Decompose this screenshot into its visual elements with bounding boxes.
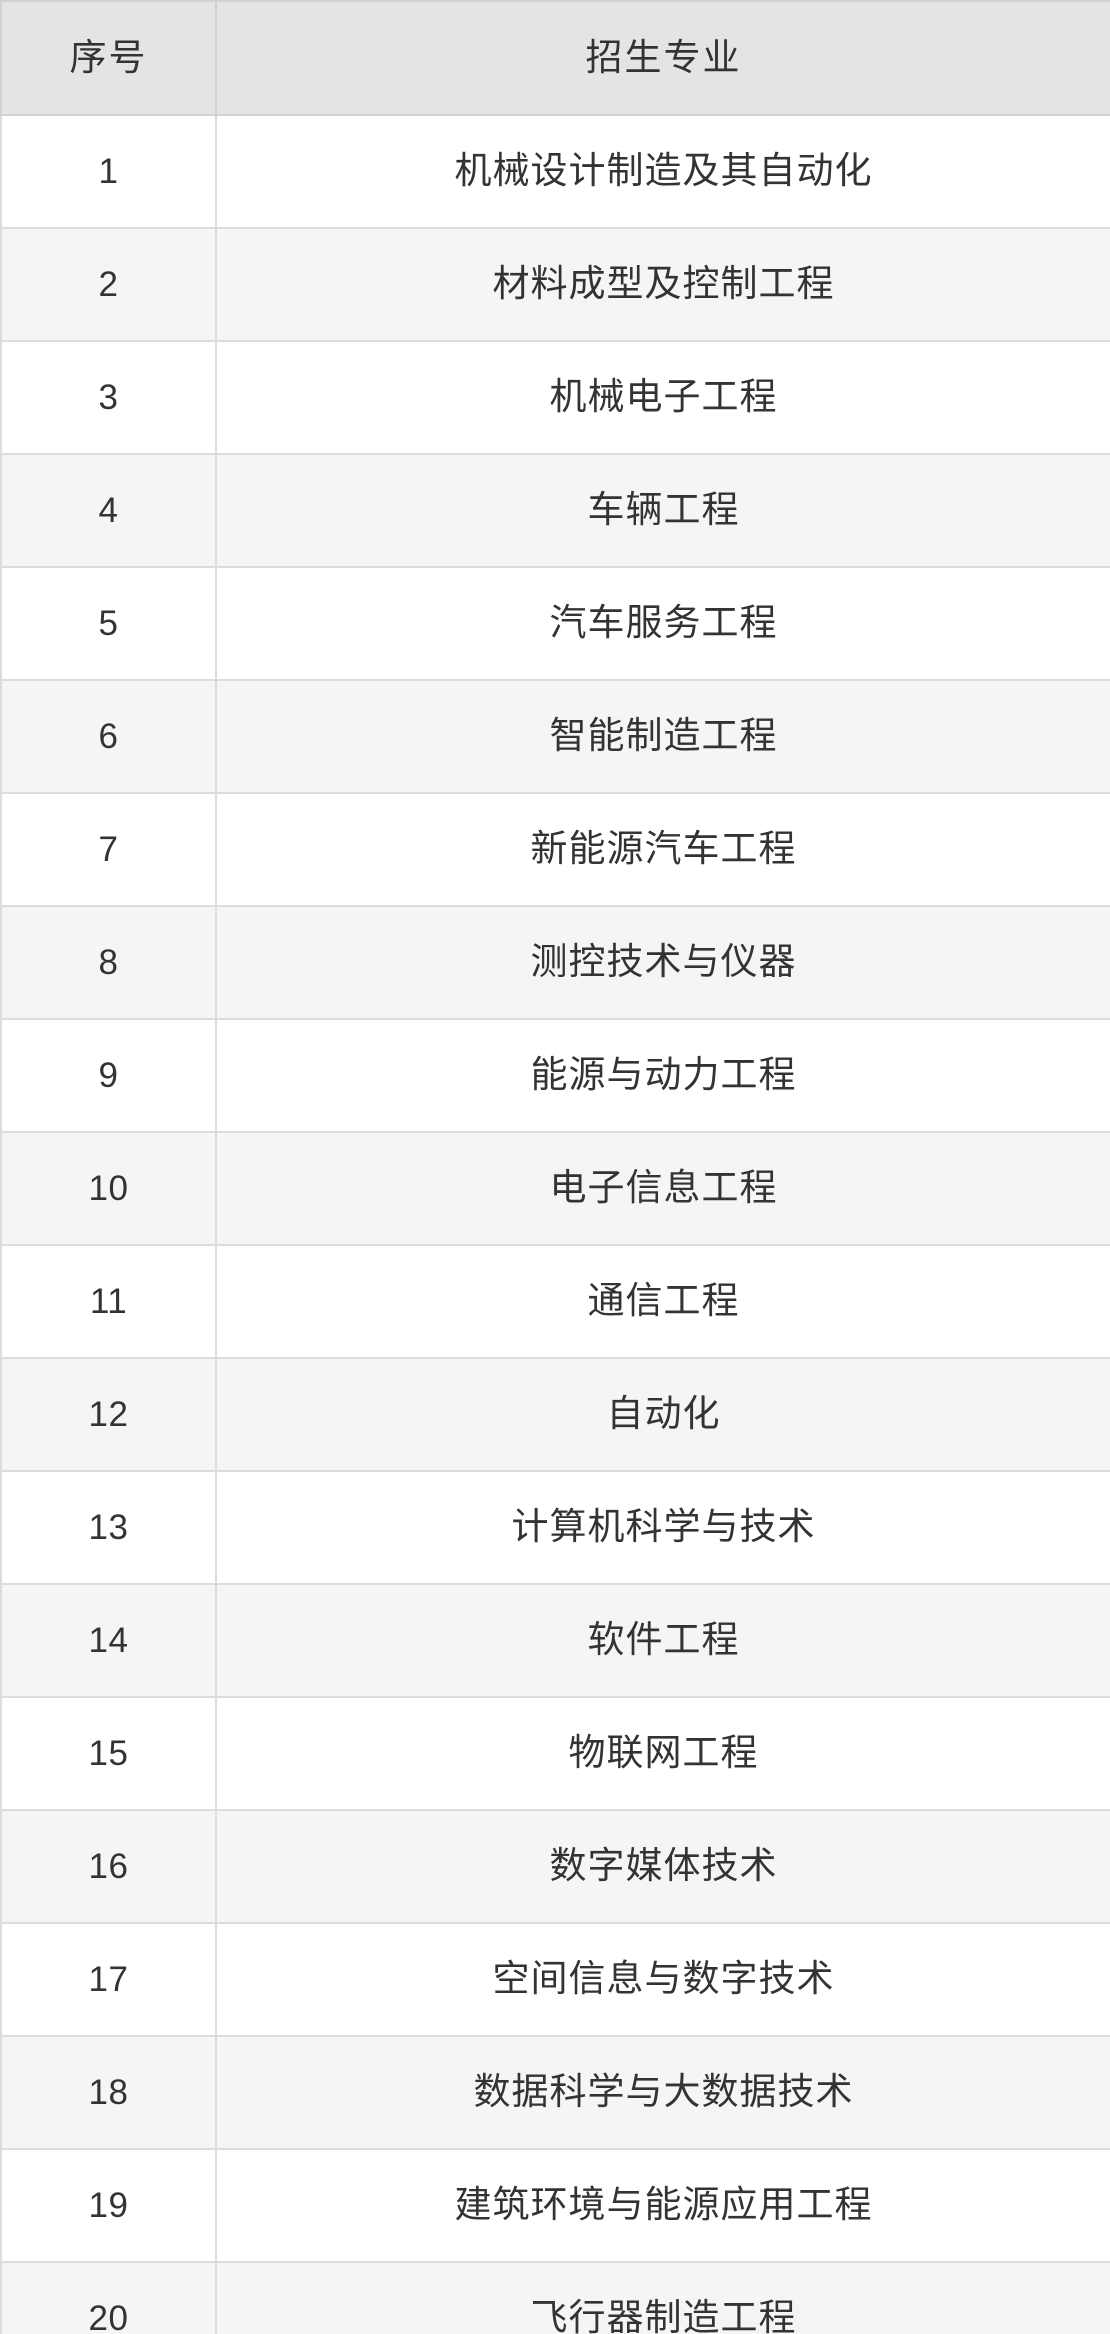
table-row: 11 通信工程	[0, 1244, 1110, 1359]
table-header-row: 序号 招生专业	[0, 0, 1110, 116]
table-row: 2 材料成型及控制工程	[0, 227, 1110, 342]
table-row: 8 测控技术与仪器	[0, 905, 1110, 1020]
cell-major: 智能制造工程	[215, 679, 1110, 794]
cell-major: 电子信息工程	[215, 1131, 1110, 1246]
cell-major: 材料成型及控制工程	[215, 227, 1110, 342]
cell-index: 8	[0, 905, 217, 1020]
cell-major: 空间信息与数字技术	[215, 1922, 1110, 2037]
cell-index: 9	[0, 1018, 217, 1133]
cell-major: 通信工程	[215, 1244, 1110, 1359]
cell-index: 12	[0, 1357, 217, 1472]
cell-major: 车辆工程	[215, 453, 1110, 568]
cell-major: 新能源汽车工程	[215, 792, 1110, 907]
cell-major: 机械电子工程	[215, 340, 1110, 455]
cell-major: 能源与动力工程	[215, 1018, 1110, 1133]
table-row: 17 空间信息与数字技术	[0, 1922, 1110, 2037]
table-row: 7 新能源汽车工程	[0, 792, 1110, 907]
cell-index: 3	[0, 340, 217, 455]
cell-major: 汽车服务工程	[215, 566, 1110, 681]
table-row: 10 电子信息工程	[0, 1131, 1110, 1246]
cell-index: 20	[0, 2261, 217, 2334]
cell-major: 测控技术与仪器	[215, 905, 1110, 1020]
table-row: 13 计算机科学与技术	[0, 1470, 1110, 1585]
cell-index: 14	[0, 1583, 217, 1698]
cell-index: 11	[0, 1244, 217, 1359]
table-row: 4 车辆工程	[0, 453, 1110, 568]
cell-index: 13	[0, 1470, 217, 1585]
cell-index: 10	[0, 1131, 217, 1246]
cell-major: 建筑环境与能源应用工程	[215, 2148, 1110, 2263]
table-row: 1 机械设计制造及其自动化	[0, 114, 1110, 229]
cell-major: 数据科学与大数据技术	[215, 2035, 1110, 2150]
cell-index: 7	[0, 792, 217, 907]
cell-major: 自动化	[215, 1357, 1110, 1472]
cell-index: 6	[0, 679, 217, 794]
table-header: 序号 招生专业	[0, 0, 1110, 116]
cell-major: 数字媒体技术	[215, 1809, 1110, 1924]
table-row: 15 物联网工程	[0, 1696, 1110, 1811]
table-row: 9 能源与动力工程	[0, 1018, 1110, 1133]
cell-major: 机械设计制造及其自动化	[215, 114, 1110, 229]
cell-major: 软件工程	[215, 1583, 1110, 1698]
table-body: 1 机械设计制造及其自动化 2 材料成型及控制工程 3 机械电子工程 4 车辆工程 5 汽车服务工…	[0, 114, 1110, 2334]
table-row: 12 自动化	[0, 1357, 1110, 1472]
column-header-index: 序号	[0, 0, 217, 116]
cell-index: 1	[0, 114, 217, 229]
cell-index: 18	[0, 2035, 217, 2150]
cell-major: 飞行器制造工程	[215, 2261, 1110, 2334]
cell-major: 计算机科学与技术	[215, 1470, 1110, 1585]
column-header-major: 招生专业	[215, 0, 1110, 116]
cell-index: 4	[0, 453, 217, 568]
table-row: 6 智能制造工程	[0, 679, 1110, 794]
cell-major: 物联网工程	[215, 1696, 1110, 1811]
table-row: 14 软件工程	[0, 1583, 1110, 1698]
table-row: 20 飞行器制造工程	[0, 2261, 1110, 2334]
table-row: 16 数字媒体技术	[0, 1809, 1110, 1924]
cell-index: 16	[0, 1809, 217, 1924]
table-row: 18 数据科学与大数据技术	[0, 2035, 1110, 2150]
cell-index: 19	[0, 2148, 217, 2263]
cell-index: 17	[0, 1922, 217, 2037]
cell-index: 15	[0, 1696, 217, 1811]
table-row: 3 机械电子工程	[0, 340, 1110, 455]
table-row: 5 汽车服务工程	[0, 566, 1110, 681]
cell-index: 5	[0, 566, 217, 681]
table-row: 19 建筑环境与能源应用工程	[0, 2148, 1110, 2263]
cell-index: 2	[0, 227, 217, 342]
